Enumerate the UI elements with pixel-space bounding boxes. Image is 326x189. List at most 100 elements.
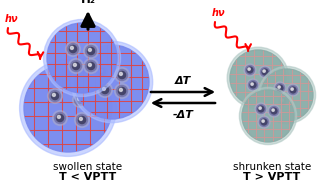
Circle shape: [278, 86, 280, 88]
Circle shape: [43, 19, 121, 97]
Circle shape: [274, 82, 286, 94]
Circle shape: [261, 69, 313, 121]
Circle shape: [291, 88, 293, 90]
Text: hν: hν: [212, 8, 226, 18]
Circle shape: [272, 109, 274, 111]
Circle shape: [248, 81, 258, 90]
Circle shape: [99, 69, 102, 72]
Text: swollen state: swollen state: [53, 162, 123, 172]
Circle shape: [52, 92, 59, 100]
Circle shape: [96, 67, 108, 77]
Circle shape: [248, 68, 250, 70]
Circle shape: [114, 68, 129, 82]
Circle shape: [262, 69, 268, 75]
Circle shape: [73, 93, 87, 107]
Circle shape: [83, 44, 98, 58]
Circle shape: [69, 45, 77, 53]
Circle shape: [275, 84, 285, 92]
Circle shape: [260, 67, 270, 77]
Circle shape: [101, 86, 109, 94]
Circle shape: [79, 117, 82, 120]
Circle shape: [102, 87, 105, 91]
Circle shape: [259, 66, 316, 124]
Text: shrunken state: shrunken state: [233, 162, 311, 172]
Circle shape: [52, 93, 55, 96]
Circle shape: [75, 113, 89, 127]
Circle shape: [47, 23, 117, 93]
Circle shape: [75, 94, 85, 105]
Circle shape: [280, 98, 286, 104]
Circle shape: [230, 50, 286, 106]
Circle shape: [71, 41, 153, 123]
Circle shape: [88, 48, 91, 51]
Circle shape: [97, 83, 112, 97]
Circle shape: [67, 43, 79, 54]
Circle shape: [258, 106, 264, 112]
Circle shape: [268, 105, 280, 117]
Circle shape: [95, 65, 110, 79]
Circle shape: [287, 84, 299, 96]
Circle shape: [73, 63, 76, 67]
Text: T > VPTT: T > VPTT: [244, 172, 301, 182]
Circle shape: [247, 79, 259, 91]
Circle shape: [87, 47, 95, 55]
Circle shape: [270, 106, 278, 115]
Circle shape: [83, 59, 98, 73]
Circle shape: [277, 95, 289, 107]
Circle shape: [56, 114, 64, 122]
Circle shape: [99, 84, 111, 95]
Text: hν: hν: [5, 14, 19, 24]
Circle shape: [227, 47, 289, 109]
Circle shape: [24, 64, 112, 152]
Circle shape: [261, 119, 267, 125]
Text: H₂: H₂: [81, 0, 96, 6]
Circle shape: [290, 87, 296, 93]
Circle shape: [259, 118, 269, 126]
Circle shape: [85, 60, 96, 71]
Circle shape: [245, 66, 255, 74]
Circle shape: [66, 42, 81, 57]
Circle shape: [242, 90, 294, 142]
Circle shape: [52, 111, 67, 125]
Circle shape: [118, 88, 126, 94]
Circle shape: [289, 85, 298, 94]
Circle shape: [116, 70, 127, 81]
Circle shape: [75, 45, 149, 119]
Circle shape: [278, 97, 288, 105]
Circle shape: [118, 71, 126, 79]
Circle shape: [116, 85, 127, 97]
Circle shape: [255, 103, 267, 115]
Circle shape: [88, 63, 91, 67]
Circle shape: [20, 60, 116, 156]
Circle shape: [76, 96, 83, 104]
Text: T < VPTT: T < VPTT: [59, 172, 117, 182]
Circle shape: [247, 67, 253, 73]
Circle shape: [57, 115, 60, 119]
Circle shape: [258, 116, 270, 128]
Circle shape: [262, 120, 264, 122]
Circle shape: [281, 99, 283, 101]
Circle shape: [119, 88, 123, 91]
Text: -ΔT: -ΔT: [172, 110, 193, 120]
Circle shape: [68, 59, 83, 73]
Circle shape: [77, 97, 81, 100]
Circle shape: [70, 60, 82, 71]
Circle shape: [259, 66, 271, 78]
Circle shape: [259, 107, 261, 109]
Circle shape: [257, 105, 265, 114]
Circle shape: [244, 64, 256, 76]
Circle shape: [54, 112, 66, 123]
Circle shape: [239, 87, 297, 145]
Circle shape: [50, 91, 61, 101]
Circle shape: [98, 68, 106, 76]
Circle shape: [271, 108, 277, 114]
Circle shape: [250, 82, 256, 88]
Text: ΔT: ΔT: [175, 76, 191, 86]
Circle shape: [114, 84, 129, 98]
Circle shape: [119, 72, 123, 75]
Circle shape: [263, 70, 265, 72]
Circle shape: [70, 46, 73, 50]
Circle shape: [72, 62, 80, 70]
Circle shape: [77, 115, 87, 125]
Circle shape: [79, 116, 85, 124]
